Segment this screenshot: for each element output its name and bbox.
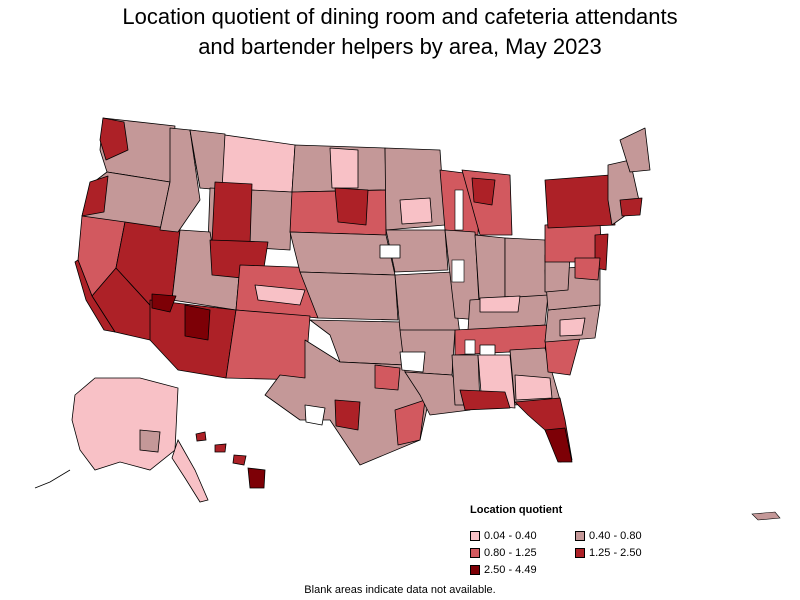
legend-item-1: 0.04 - 0.40 [470, 528, 575, 543]
region-texas-metro-2 [374, 364, 401, 391]
region-georgia-south [514, 374, 553, 401]
alaska-aleutians [34, 469, 71, 489]
region-south-dakota-hotspot [334, 187, 369, 226]
region-washington-coast [99, 117, 129, 161]
legend-label-1: 0.04 - 0.40 [484, 529, 537, 542]
region-alaska-pocket [139, 429, 161, 453]
blank-area-tennessee [464, 339, 476, 355]
region-new-york [544, 174, 616, 229]
blank-area-chicago [454, 189, 464, 231]
region-louisiana-blank [399, 351, 426, 373]
alaska [34, 377, 209, 503]
legend-item-4: 1.25 - 2.50 [575, 545, 675, 560]
region-missouri [394, 271, 461, 336]
legend-item-2: 0.40 - 0.80 [575, 528, 675, 543]
region-north-dakota-west [329, 147, 359, 189]
region-texas-gulf [394, 399, 426, 446]
legend-swatch-1 [470, 530, 480, 541]
legend-swatch-5 [470, 564, 480, 575]
region-arizona [149, 299, 237, 379]
region-texas-metro-1 [334, 399, 361, 431]
region-kentucky-east [479, 295, 521, 313]
region-hawaii-kauai [195, 431, 207, 442]
region-florida-south [544, 427, 573, 463]
legend-swatch-4 [575, 547, 585, 558]
legend-swatch-2 [575, 530, 585, 541]
region-cape-cod [619, 197, 643, 217]
region-nebraska [289, 231, 396, 276]
title-line-1: Location quotient of dining room and caf… [122, 4, 678, 29]
blank-areas [451, 189, 476, 355]
legend-title: Location quotient [470, 504, 563, 516]
puerto-rico [751, 511, 781, 521]
region-maine [619, 127, 651, 173]
map-legend: Location quotient 0.04 - 0.40 0.40 - 0.8… [470, 504, 675, 577]
conus-map [74, 117, 651, 466]
region-alaska-panhandle [171, 439, 209, 503]
map-title: Location quotient of dining room and caf… [0, 2, 800, 62]
title-line-2: and bartender helpers by area, May 2023 [198, 34, 602, 59]
legend-item-3: 0.80 - 1.25 [470, 545, 575, 560]
legend-label-4: 1.25 - 2.50 [589, 546, 642, 559]
region-minnesota-metro [399, 197, 433, 225]
region-alaska [71, 377, 179, 471]
legend-label-2: 0.40 - 0.80 [589, 529, 642, 542]
region-michigan-upper [471, 177, 496, 206]
legend-label-3: 0.80 - 1.25 [484, 546, 537, 559]
region-puerto-rico [751, 511, 781, 521]
legend-swatch-3 [470, 547, 480, 558]
region-ohio [504, 237, 549, 306]
region-arizona-hotspot-2 [184, 304, 211, 341]
region-colorado-east [254, 284, 306, 306]
legend-item-5: 2.50 - 4.49 [470, 562, 575, 577]
region-hawaii-oahu [214, 443, 227, 453]
region-kansas [299, 271, 399, 321]
region-hawaii-big-island [247, 467, 266, 489]
region-new-mexico [225, 309, 311, 381]
hawaii [195, 431, 266, 489]
legend-items: 0.04 - 0.40 0.40 - 0.80 0.80 - 1.25 1.25… [470, 528, 675, 577]
region-hawaii-maui [232, 454, 247, 466]
region-oregon-coast [81, 175, 109, 217]
region-arizona-hotspot [151, 293, 177, 313]
region-maryland [574, 257, 601, 281]
region-north-carolina-piedmont [559, 317, 586, 337]
region-iowa-blank [379, 244, 401, 259]
footnote: Blank areas indicate data not available. [304, 584, 496, 596]
region-gulf-coast [459, 389, 511, 411]
region-texas-blank [304, 404, 326, 426]
blank-area-illinois [451, 259, 465, 283]
region-south-carolina [544, 337, 581, 376]
legend-label-5: 2.50 - 4.49 [484, 563, 537, 576]
region-wyoming-hotspot [211, 181, 253, 246]
region-california-coast [74, 259, 116, 333]
